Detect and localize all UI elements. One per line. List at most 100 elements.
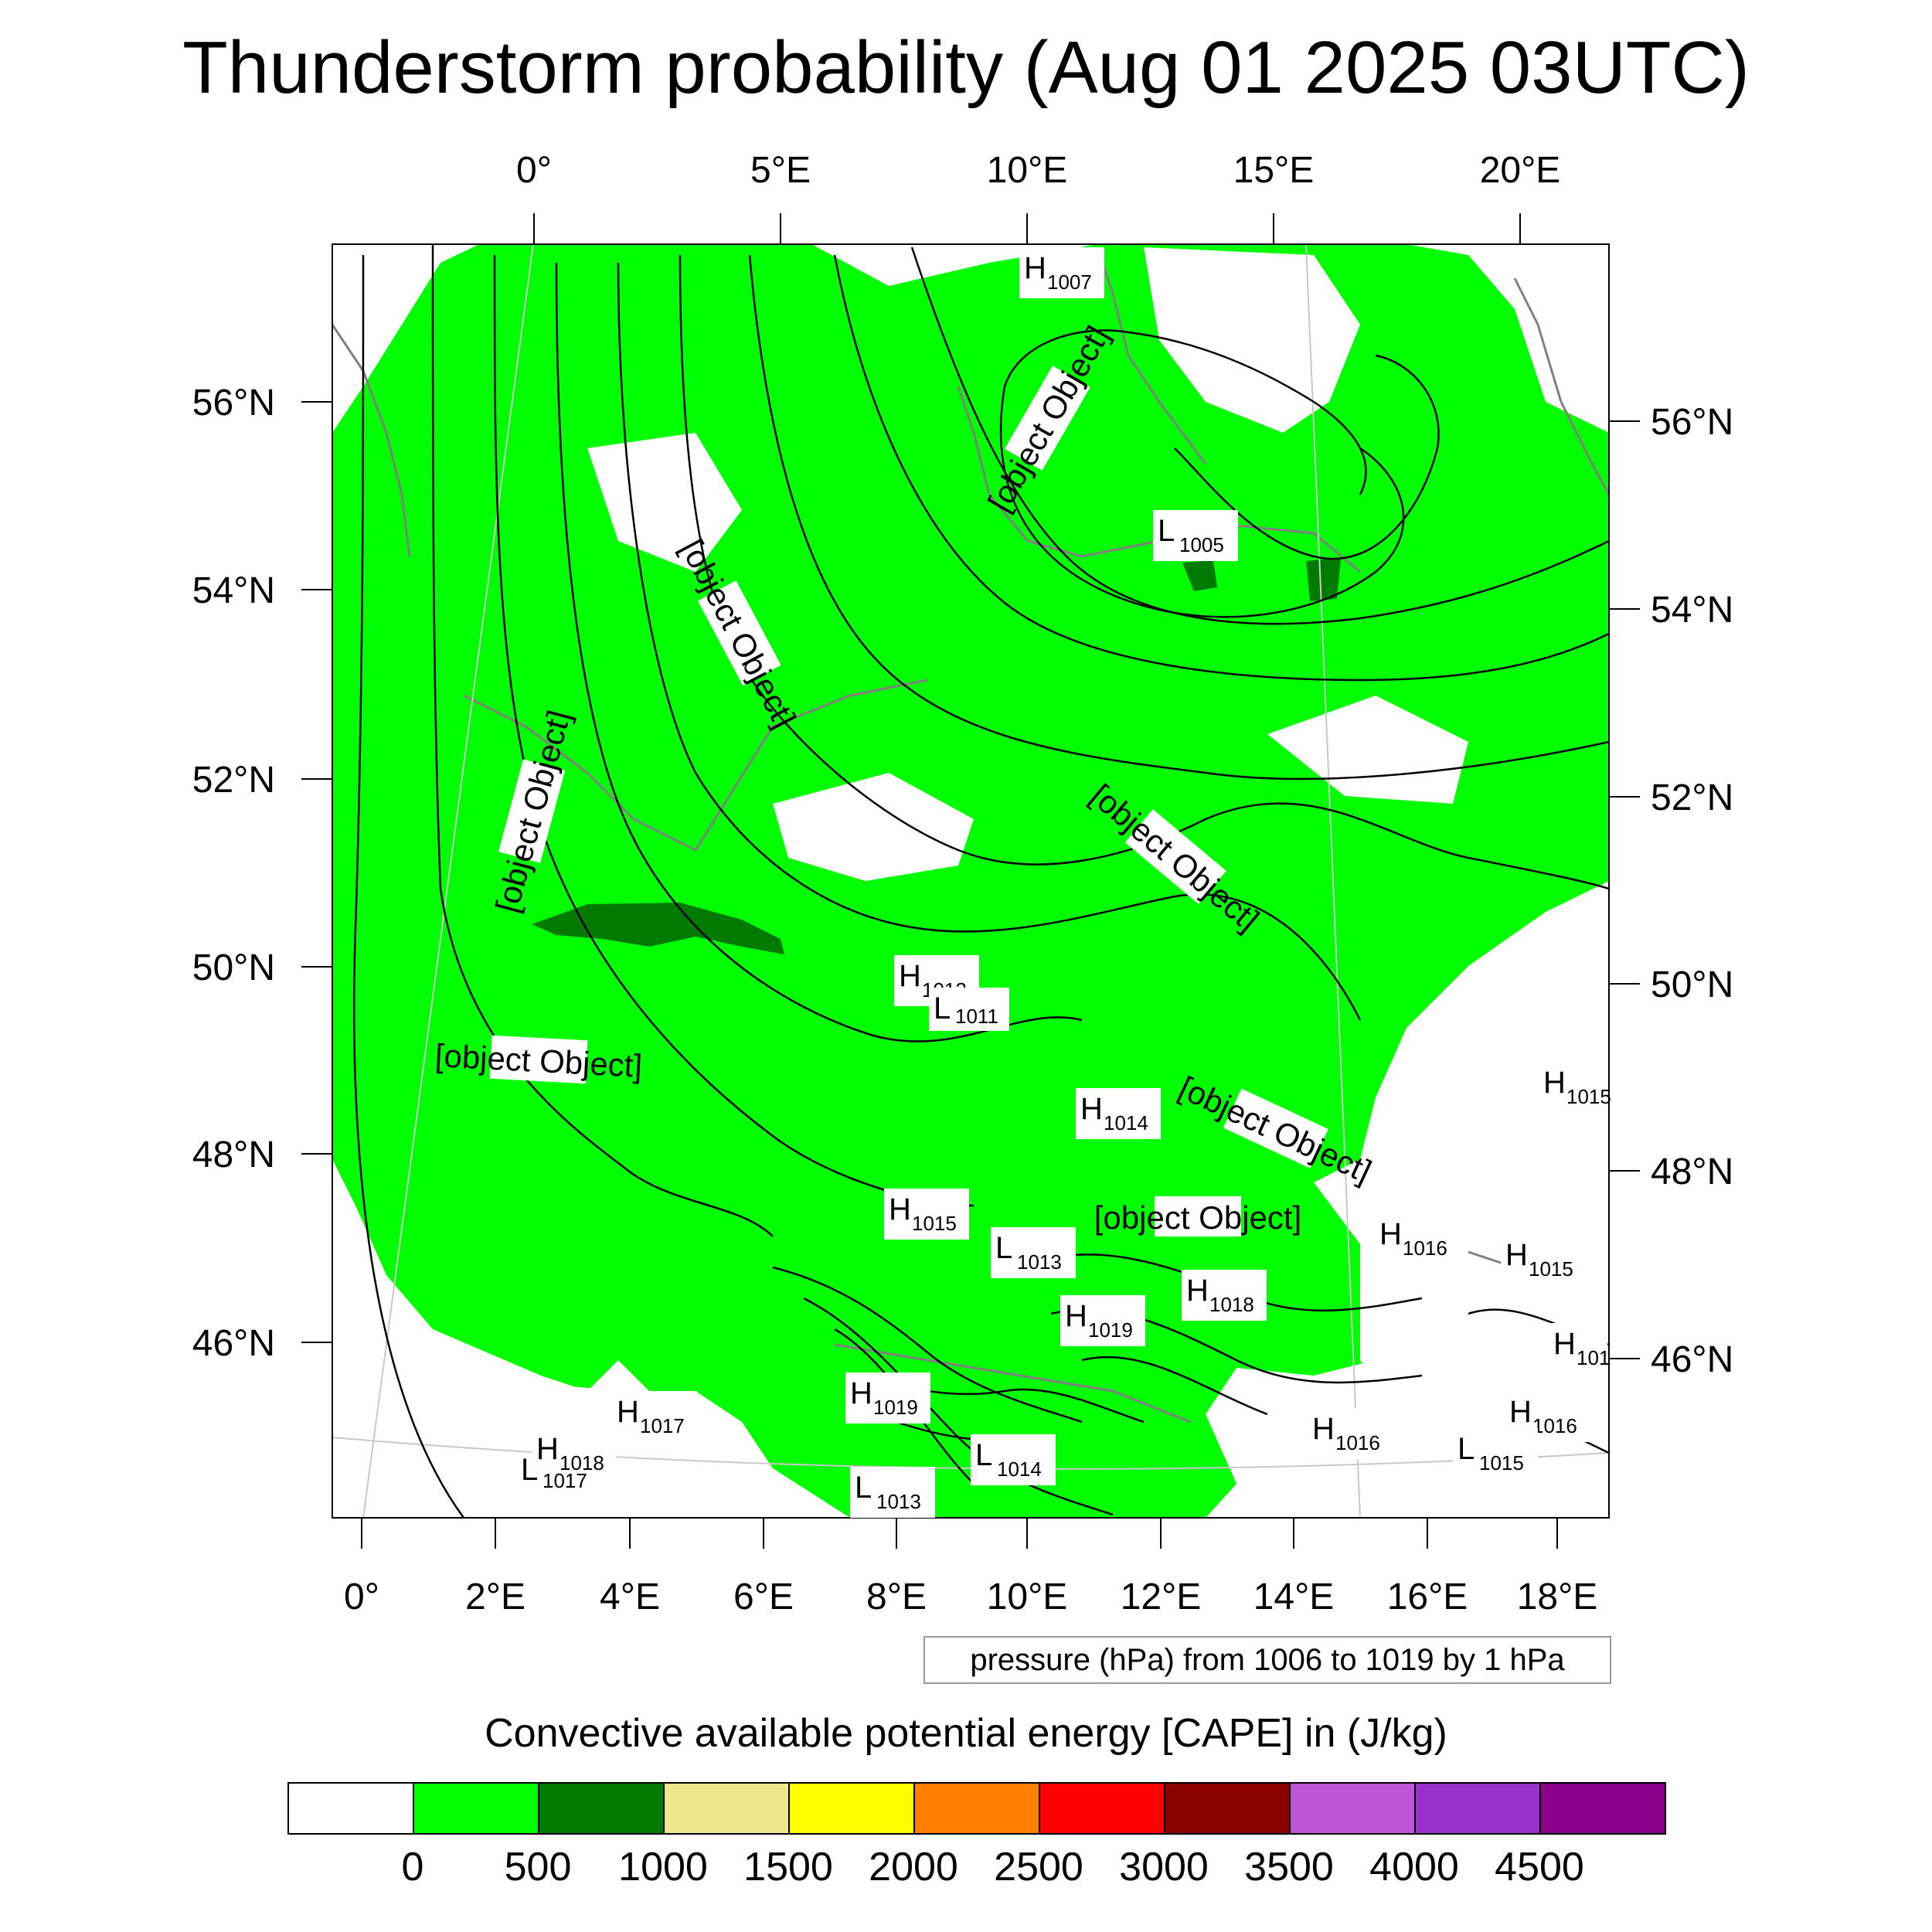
pressure-center-value: 1011 xyxy=(955,1005,998,1028)
pressure-center-value: 1005 xyxy=(1179,533,1224,556)
graticule xyxy=(332,244,1609,1518)
top-lon-label: 20°E xyxy=(1480,150,1561,191)
pressure-center-value: 1016 xyxy=(1335,1431,1380,1454)
pressure-center-letter: H xyxy=(536,1432,559,1466)
left-lat-label: 52°N xyxy=(192,760,275,801)
bottom-lon-label: 4°E xyxy=(600,1577,660,1617)
contour-legend: pressure (hPa) from 1006 to 1019 by 1 hP… xyxy=(923,1636,1611,1684)
right-lat-label: 46°N xyxy=(1651,1339,1733,1380)
pressure-center-value: 1016 xyxy=(1403,1236,1447,1260)
bottom-lon-label: 0° xyxy=(344,1577,379,1617)
colorbar-swatch xyxy=(1416,1784,1541,1835)
cape-gap-north xyxy=(1144,247,1360,433)
pressure-center-letter: H xyxy=(899,959,921,993)
colorbar-swatch xyxy=(1291,1784,1416,1835)
pressure-center-letter: H xyxy=(1553,1327,1576,1361)
bottom-lon-label: 18°E xyxy=(1517,1577,1598,1617)
pressure-center-letter: L xyxy=(855,1471,872,1505)
colorbar-swatch xyxy=(1165,1784,1291,1835)
pressure-center-letter: H xyxy=(1505,1238,1528,1272)
left-lat-label: 50°N xyxy=(192,947,275,988)
colorbar-swatch xyxy=(289,1784,414,1835)
pressure-center-value: 1017 xyxy=(543,1469,587,1492)
right-lat-label: 54°N xyxy=(1651,590,1733,631)
cape-area-500-1000 xyxy=(532,903,784,954)
colorbar-swatch xyxy=(1040,1784,1165,1835)
colorbar-tick-label: 3000 xyxy=(1119,1845,1209,1889)
chart-title: Thunderstorm probability (Aug 01 2025 03… xyxy=(182,26,1750,109)
cape-gap-central xyxy=(773,773,974,881)
cape-gap-east xyxy=(1267,696,1468,804)
colorbar-tick-label: 4000 xyxy=(1369,1845,1459,1889)
pressure-center-value: 1014 xyxy=(1104,1111,1148,1134)
pressure-center-letter: H xyxy=(1543,1066,1566,1100)
pressure-center-value: 1016 xyxy=(1532,1414,1577,1437)
pressure-center-value: 1018 xyxy=(1209,1293,1254,1316)
pressure-center-value: 1019 xyxy=(1088,1318,1133,1342)
pressure-center-value: 1015 xyxy=(1566,1085,1611,1108)
map-frame xyxy=(332,243,1610,1519)
pressure-center-letter: L xyxy=(934,992,951,1026)
top-lon-label: 0° xyxy=(516,150,552,191)
colorbar-tick-label: 4500 xyxy=(1495,1845,1584,1889)
left-lat-label: 54°N xyxy=(192,570,275,611)
bottom-lon-label: 12°E xyxy=(1121,1577,1202,1617)
pressure-center-letter: H xyxy=(889,1192,911,1226)
colorbar-title: Convective available potential energy [C… xyxy=(485,1711,1447,1756)
bottom-lon-label: 2°E xyxy=(465,1577,526,1617)
colorbar-swatch xyxy=(665,1784,790,1835)
pressure-center-value: 1015 xyxy=(1529,1257,1573,1281)
colorbar-tick-label: 1500 xyxy=(743,1845,833,1889)
cape-area-0-500 xyxy=(332,244,1609,1518)
top-lon-label: 10°E xyxy=(987,150,1068,191)
pressure-center-value: 1015 xyxy=(912,1212,957,1235)
left-lat-label: 46°N xyxy=(192,1323,275,1364)
cape-patch-baltic-1 xyxy=(1182,560,1217,591)
right-lat-label: 56°N xyxy=(1651,402,1733,443)
pressure-center-letter: H xyxy=(1024,251,1046,285)
colorbar-tick-label: 0 xyxy=(401,1845,424,1889)
isobar-label: [object Object] xyxy=(1094,1199,1301,1236)
pressure-center-value: 1013 xyxy=(1017,1250,1062,1274)
pressure-center-letter: H xyxy=(1065,1299,1087,1333)
colorbar-swatch xyxy=(1541,1784,1666,1835)
colorbar-swatch xyxy=(790,1784,915,1835)
pressure-center-letter: H xyxy=(1080,1092,1103,1126)
colorbar-tick-label: 2000 xyxy=(869,1845,958,1889)
pressure-center-value: 1018 xyxy=(560,1451,604,1475)
left-lat-label: 56°N xyxy=(192,383,275,423)
top-lon-label: 5°E xyxy=(750,150,811,191)
left-lat-label: 48°N xyxy=(192,1134,275,1175)
right-lat-label: 50°N xyxy=(1651,964,1733,1005)
cape-gap-northsea xyxy=(587,433,742,572)
pressure-center-letter: H xyxy=(1509,1395,1532,1429)
colorbar-tick-label: 500 xyxy=(504,1845,572,1889)
bottom-lon-label: 6°E xyxy=(733,1577,794,1617)
pressure-center-value: 1014 xyxy=(997,1458,1042,1481)
colorbar-tick-label: 1000 xyxy=(618,1845,708,1889)
colorbar xyxy=(287,1782,1666,1835)
pressure-center-letter: L xyxy=(521,1453,538,1487)
pressure-center-letter: L xyxy=(975,1438,992,1472)
colorbar-ticks: 0 500 1000 1500 2000 2500 3000 3500 4000… xyxy=(0,1842,1932,1896)
bottom-lon-label: 8°E xyxy=(866,1577,927,1617)
pressure-center-value: 1007 xyxy=(1047,270,1092,294)
cape-patch-baltic-2 xyxy=(1306,558,1341,601)
colorbar-swatch xyxy=(915,1784,1040,1835)
pressure-center-letter: H xyxy=(1379,1217,1402,1251)
colorbar-swatch xyxy=(539,1784,665,1835)
right-lat-label: 48°N xyxy=(1651,1151,1733,1192)
pressure-center-value: 1013 xyxy=(876,1490,921,1513)
right-lat-label: 52°N xyxy=(1651,777,1733,818)
pressure-center-value: 1019 xyxy=(873,1396,918,1419)
pressure-center-value: 1015 xyxy=(1479,1451,1524,1475)
colorbar-tick-label: 3500 xyxy=(1244,1845,1334,1889)
pressure-center-letter: H xyxy=(1312,1412,1335,1446)
pressure-center-letter: H xyxy=(1186,1274,1209,1308)
pressure-center-value: 1017 xyxy=(640,1414,685,1437)
pressure-center-letter: L xyxy=(1458,1432,1475,1466)
pressure-center-letter: H xyxy=(850,1376,872,1410)
bottom-lon-label: 14°E xyxy=(1253,1577,1335,1617)
pressure-center-value: 101 xyxy=(1577,1346,1610,1369)
